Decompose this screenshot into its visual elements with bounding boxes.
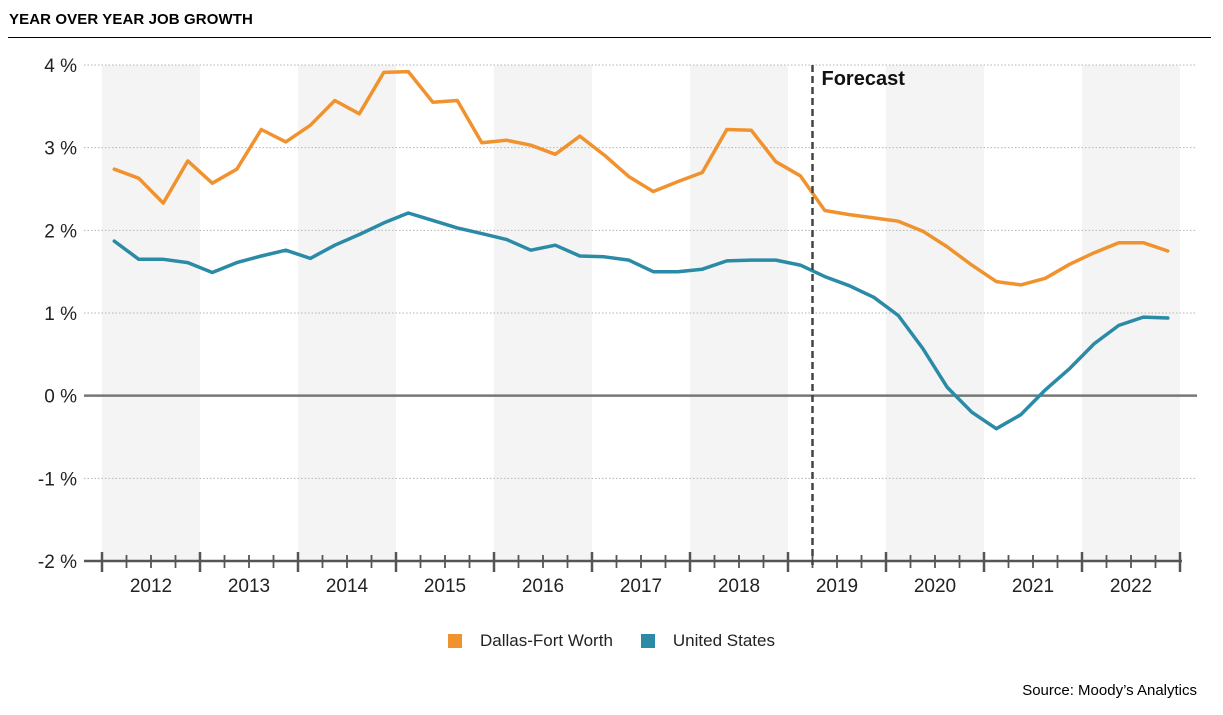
y-tick-label: 4 % (44, 56, 77, 77)
x-tick-label: 2022 (1110, 576, 1152, 597)
x-tick-label: 2020 (914, 576, 956, 597)
x-tick-label: 2015 (424, 576, 466, 597)
forecast-label: Forecast (822, 68, 906, 90)
chart-title: YEAR OVER YEAR JOB GROWTH (9, 11, 253, 28)
x-tick-label: 2016 (522, 576, 564, 597)
x-tick-label: 2012 (130, 576, 172, 597)
legend-swatch-dallas-fort-worth (448, 634, 463, 648)
y-tick-label: -2 % (38, 552, 77, 573)
legend-label-dallas-fort-worth: Dallas-Fort Worth (480, 631, 613, 650)
legend-label-united-states: United States (672, 631, 775, 650)
x-tick-label: 2018 (718, 576, 760, 597)
title-divider (8, 37, 1211, 38)
x-tick-label: 2021 (1012, 576, 1054, 597)
x-axis: 2012 2013 2014 2015 2016 2017 2018 2019 2020 2021… (84, 552, 1182, 597)
legend-item-united-states[interactable]: United States (640, 631, 775, 651)
line-chart: 4 % 3 % 2 % 1 % 0 % -1 % -2 % 2012 2013 2014 2015… (38, 56, 1197, 597)
y-tick-label: 2 % (44, 221, 77, 242)
x-tick-label: 2013 (228, 576, 270, 597)
legend-item-dallas-fort-worth[interactable]: Dallas-Fort Worth (448, 631, 613, 651)
y-tick-label: 3 % (44, 139, 77, 160)
y-axis: 4 % 3 % 2 % 1 % 0 % -1 % -2 % (38, 56, 77, 573)
gridlines (84, 64, 1197, 479)
series-group (112, 69, 1170, 431)
legend-swatch-united-states (640, 634, 655, 648)
x-tick-label: 2014 (326, 576, 369, 597)
legend: Dallas-Fort Worth United States (0, 631, 1223, 651)
x-tick-label: 2017 (620, 576, 662, 597)
series-line-united-states (112, 211, 1170, 431)
y-tick-label: -1 % (38, 469, 77, 490)
y-tick-label: 1 % (44, 304, 77, 325)
x-tick-label: 2019 (816, 576, 858, 597)
forecast-marker: Forecast (811, 65, 906, 565)
series-line-dallas-fort-worth (112, 69, 1170, 287)
y-tick-label: 0 % (44, 387, 77, 408)
source-note: Source: Moody’s Analytics (1022, 682, 1197, 699)
